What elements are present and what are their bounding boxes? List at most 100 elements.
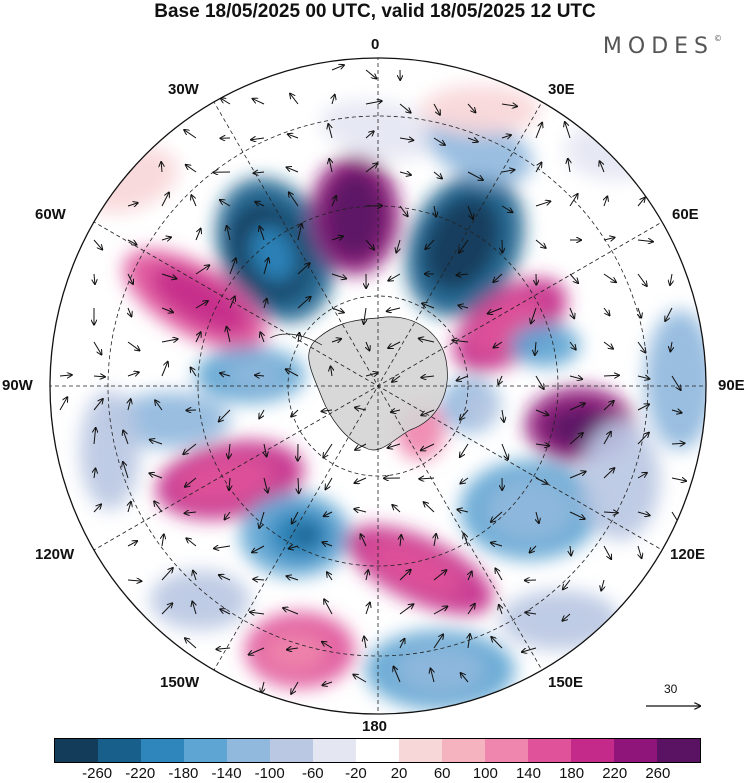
wind-arrow bbox=[433, 171, 442, 179]
wind-arrow bbox=[535, 444, 549, 446]
wind-arrow bbox=[457, 510, 469, 512]
wind-arrow bbox=[185, 512, 197, 513]
colorbar-swatch bbox=[399, 739, 442, 762]
wind-arrow bbox=[425, 239, 435, 249]
wind-arrow bbox=[433, 137, 445, 145]
wind-arrow bbox=[127, 372, 139, 376]
colorbar bbox=[54, 738, 701, 763]
wind-arrow bbox=[499, 605, 502, 615]
wind-arrow bbox=[322, 410, 333, 411]
wind-arrow bbox=[604, 196, 607, 207]
wind-arrow bbox=[193, 571, 196, 581]
wind-arrow bbox=[220, 609, 231, 615]
wind-arrow bbox=[467, 171, 483, 180]
meridian-line bbox=[212, 100, 544, 672]
wind-arrow bbox=[603, 237, 615, 240]
wind-arrow bbox=[498, 375, 502, 384]
wind-arrow bbox=[261, 681, 264, 693]
lon-label-90e: 90E bbox=[718, 377, 745, 394]
wind-arrow bbox=[563, 579, 571, 589]
wind-arrow bbox=[637, 376, 649, 379]
colorbar-tick-label: 100 bbox=[472, 765, 498, 782]
wind-arrow bbox=[603, 432, 611, 445]
wind-arrow bbox=[501, 135, 511, 138]
wind-arrow bbox=[535, 201, 550, 207]
wind-arrow bbox=[250, 612, 265, 614]
wind-arrow bbox=[291, 681, 299, 694]
wind-arrow bbox=[491, 511, 503, 522]
wind-arrow bbox=[260, 227, 265, 241]
wind-arrow bbox=[400, 535, 401, 547]
wind-arrow bbox=[637, 433, 649, 445]
wind-arrow bbox=[392, 375, 401, 382]
anomaly-cell bbox=[500, 590, 620, 650]
wind-arrow bbox=[603, 545, 611, 559]
wind-arrow bbox=[331, 307, 344, 313]
wind-arrow bbox=[154, 501, 163, 513]
wind-arrow bbox=[297, 224, 302, 241]
wind-arrow bbox=[535, 409, 548, 415]
wind-arrow bbox=[399, 570, 411, 581]
colorbar-swatch bbox=[270, 739, 313, 762]
wind-arrow bbox=[127, 273, 133, 284]
anomaly-cell bbox=[645, 310, 706, 450]
modes-logo: MODES© bbox=[602, 34, 722, 59]
colorbar-ticks: -260 -220 -180 -140 -100 -60 -20 20 60 100 140 180 2… bbox=[0, 765, 750, 783]
wind-arrow bbox=[388, 443, 401, 448]
wind-arrow bbox=[322, 542, 333, 546]
wind-arrow bbox=[491, 543, 503, 546]
wind-arrow bbox=[353, 675, 367, 683]
wind-arrow bbox=[229, 258, 236, 275]
lon-label-60w: 60W bbox=[35, 206, 66, 223]
lon-label-30w: 30W bbox=[168, 81, 199, 98]
wind-arrow bbox=[93, 399, 103, 411]
wind-arrow bbox=[287, 167, 299, 173]
wind-arrow bbox=[495, 568, 503, 581]
wind-arrow bbox=[535, 341, 536, 355]
wind-arrow bbox=[535, 375, 544, 389]
colorbar-swatch bbox=[614, 739, 657, 762]
colorbar-tick-label: -100 bbox=[254, 765, 285, 782]
wind-arrow bbox=[253, 99, 265, 105]
wind-arrow bbox=[93, 239, 102, 250]
wind-arrow bbox=[522, 647, 537, 652]
wind-arrow bbox=[292, 511, 299, 524]
wind-arrow bbox=[288, 134, 299, 138]
wind-arrow bbox=[365, 131, 374, 139]
wind-arrow bbox=[502, 409, 504, 422]
anomaly-cell bbox=[110, 392, 230, 448]
wind-arrow bbox=[452, 340, 469, 342]
colorbar-tick-label: 60 bbox=[433, 765, 451, 782]
wind-arrow bbox=[185, 477, 197, 487]
wind-arrow bbox=[219, 409, 231, 421]
wind-arrow bbox=[421, 409, 435, 415]
anomaly-cell bbox=[290, 523, 320, 547]
wind-arrow bbox=[603, 375, 619, 376]
wind-arrow bbox=[491, 637, 503, 649]
anomaly-cell bbox=[80, 390, 140, 510]
wind-arrow bbox=[603, 341, 613, 349]
wind-arrow bbox=[298, 477, 299, 493]
wind-arrow bbox=[229, 477, 230, 490]
colorbar-tick-label: -20 bbox=[345, 765, 367, 782]
wind-arrow bbox=[287, 576, 299, 580]
wind-arrow bbox=[460, 409, 469, 420]
wind-arrow bbox=[388, 341, 401, 348]
colorbar-swatch bbox=[98, 739, 141, 762]
wind-arrow bbox=[419, 338, 435, 342]
wind-arrow bbox=[291, 409, 299, 417]
wind-arrow bbox=[283, 608, 299, 615]
wind-arrow bbox=[424, 502, 435, 513]
wind-arrow bbox=[501, 443, 508, 459]
wind-arrow bbox=[366, 341, 369, 350]
colorbar-tick-label: -140 bbox=[211, 765, 242, 782]
wind-arrow bbox=[161, 568, 173, 581]
wind-arrow bbox=[399, 639, 405, 649]
anomaly-cell bbox=[565, 120, 665, 180]
colorbar-tick-label: 260 bbox=[645, 765, 671, 782]
wind-arrow bbox=[525, 612, 537, 614]
lon-label-60e: 60E bbox=[672, 206, 699, 223]
wind-arrow bbox=[328, 124, 332, 139]
wind-arrow bbox=[185, 638, 197, 649]
wind-arrow bbox=[460, 477, 469, 484]
